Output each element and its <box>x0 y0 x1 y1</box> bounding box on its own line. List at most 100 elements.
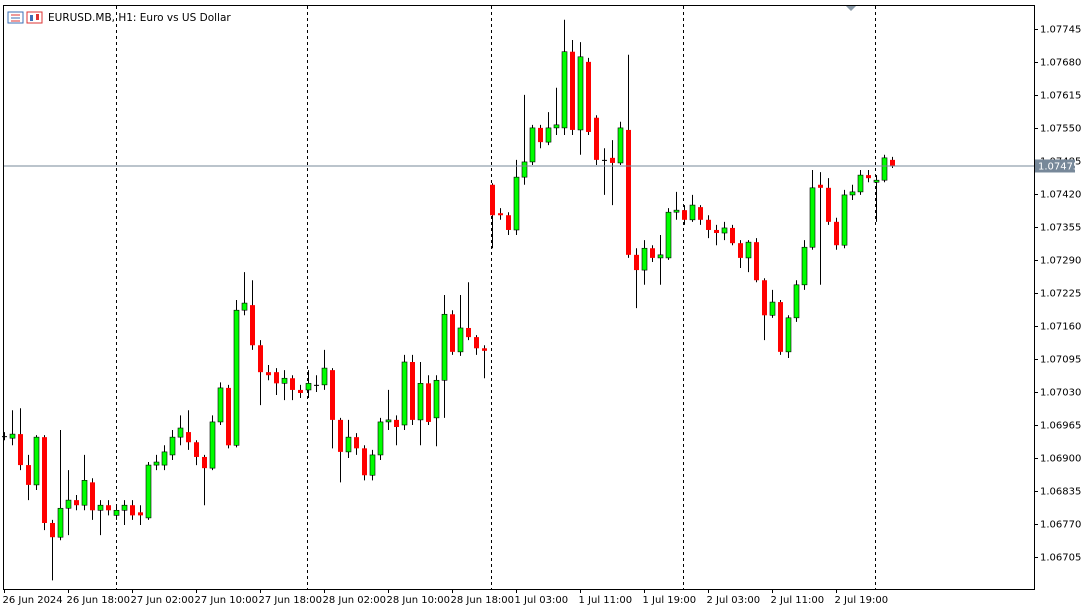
y-tick-label: 1.07355 <box>1040 223 1081 234</box>
y-tick-label: 1.07615 <box>1040 91 1081 102</box>
candle-body <box>338 419 343 452</box>
candle-body <box>65 499 72 509</box>
candle-body <box>330 370 335 420</box>
candle-body <box>217 387 224 423</box>
candle-body <box>290 378 295 390</box>
candle-body <box>241 302 248 311</box>
y-tick-label: 1.06705 <box>1040 553 1081 564</box>
candle-body <box>305 383 312 391</box>
candle-body <box>121 504 128 511</box>
chart-title: EURUSD.MB, H1: Euro vs US Dollar <box>48 12 231 24</box>
candle-body <box>362 448 367 476</box>
candle-body <box>873 179 880 183</box>
current-price-box <box>1035 159 1075 173</box>
y-tick-label: 1.07225 <box>1040 289 1081 300</box>
candle-body <box>369 454 376 476</box>
y-tick-label: 1.07095 <box>1040 355 1081 366</box>
candle-body <box>721 227 728 234</box>
candle-body <box>81 480 88 506</box>
candle-body <box>834 221 839 246</box>
x-tick-label: 1 Jul 19:00 <box>643 595 697 606</box>
candle-body <box>857 174 864 193</box>
candle-body <box>641 247 648 271</box>
candle-body <box>250 305 255 346</box>
x-tick-label: 27 Jun 02:00 <box>131 595 195 606</box>
candle-body <box>602 159 607 161</box>
y-tick-label: 1.06965 <box>1040 421 1081 432</box>
candle-body <box>698 207 703 220</box>
candle-body <box>194 442 199 457</box>
candle-body <box>57 507 64 538</box>
candle-body <box>354 437 359 449</box>
y-tick-label: 1.07550 <box>1040 124 1081 135</box>
icon-bar <box>30 15 33 21</box>
candle-body <box>97 504 104 511</box>
candle-body <box>161 451 168 466</box>
shift-marker <box>846 6 856 11</box>
candle-body <box>177 427 184 438</box>
candle-body <box>881 157 888 181</box>
candle-body <box>426 383 431 422</box>
x-tick-label: 28 Jun 10:00 <box>387 595 451 606</box>
candle-body <box>745 241 752 259</box>
y-tick-label: 1.06835 <box>1040 487 1081 498</box>
candle-body <box>785 317 792 353</box>
y-tick-label: 1.06770 <box>1040 520 1081 531</box>
candle-body <box>186 432 191 443</box>
candle-body <box>321 367 328 386</box>
x-tick-label: 2 Jul 19:00 <box>835 595 889 606</box>
candle-body <box>482 348 487 351</box>
candle-body <box>689 204 696 221</box>
candle-body <box>314 384 319 386</box>
candle-body <box>778 302 783 352</box>
candle-body <box>385 419 392 423</box>
x-tick-label: 27 Jun 10:00 <box>195 595 259 606</box>
candle-body <box>553 124 560 129</box>
x-tick-label: 1 Jul 11:00 <box>579 595 633 606</box>
candle-body <box>490 184 495 216</box>
candle-body <box>466 327 471 338</box>
y-tick-label: 1.07030 <box>1040 388 1081 399</box>
candle-body <box>433 379 440 419</box>
period-separators <box>116 6 876 589</box>
candle-body <box>202 456 207 469</box>
candle-body <box>714 229 719 234</box>
candle-body <box>138 512 143 516</box>
candle-body <box>673 209 680 213</box>
candle-body <box>145 464 152 519</box>
icon-chart <box>26 11 43 24</box>
candle-body <box>577 56 584 131</box>
candle-body <box>818 184 823 188</box>
candle-body <box>529 127 536 163</box>
candle-body <box>74 500 79 506</box>
candle-body <box>610 157 615 163</box>
candle-body <box>841 194 848 246</box>
candle-body <box>657 254 664 259</box>
candle-body <box>50 522 55 538</box>
candle-body <box>441 313 448 381</box>
candle-body <box>209 421 216 469</box>
candle-body <box>410 362 415 420</box>
x-tick-label: 26 Jun 2024 <box>3 595 63 606</box>
candle-body <box>281 377 288 384</box>
candle-body <box>570 51 575 130</box>
candle-body <box>498 213 503 216</box>
y-tick-label: 1.07680 <box>1040 58 1081 69</box>
candle-body <box>586 61 591 132</box>
candle-body <box>26 465 31 485</box>
candle-body <box>113 509 120 516</box>
candle-body <box>809 187 816 248</box>
candle-body <box>682 210 687 220</box>
x-tick-label: 27 Jun 18:00 <box>259 595 323 606</box>
current-price-label: 1.07475 <box>1038 161 1079 172</box>
candle-body <box>106 505 111 511</box>
x-tick-label: 28 Jun 02:00 <box>323 595 387 606</box>
candle-body <box>513 176 520 231</box>
candle-body <box>9 433 16 439</box>
candle-body <box>266 372 271 376</box>
candle-body <box>545 127 552 143</box>
candle-body <box>401 361 408 426</box>
icon-bar <box>36 14 39 20</box>
y-tick-label: 1.07160 <box>1040 322 1081 333</box>
candle-body <box>457 327 464 353</box>
